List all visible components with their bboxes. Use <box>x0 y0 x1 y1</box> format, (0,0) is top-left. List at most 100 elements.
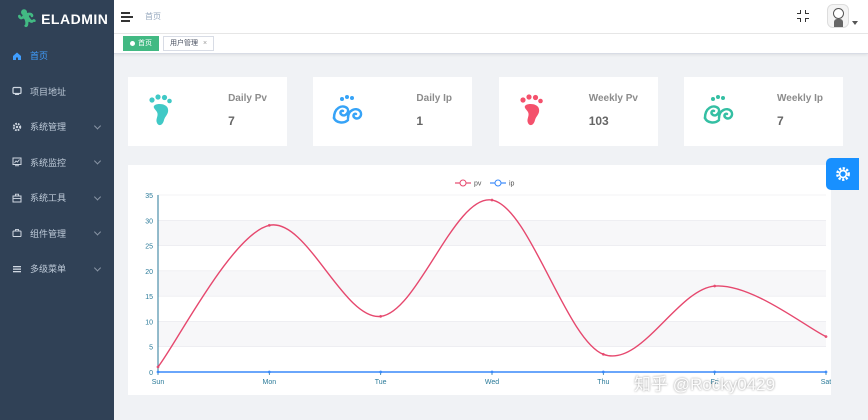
data-point-ip <box>156 370 160 374</box>
tag-label: 用户管理 <box>170 40 198 47</box>
data-point-pv <box>267 223 271 227</box>
data-point-ip <box>267 370 271 374</box>
navbar: 首页 <box>114 0 868 33</box>
data-point-ip <box>490 370 494 374</box>
tag-home[interactable]: 首页 <box>123 36 159 51</box>
navbar-right <box>797 4 858 28</box>
y-tick-label: 20 <box>145 269 153 276</box>
sidebar-item-label: 首页 <box>30 51 49 62</box>
panel-text: Weekly Pv 103 <box>589 93 638 128</box>
line-chart-panel: 0 5 10 15 20 25 30 35 Sun Mon Tue Wed Thu Fri Sat pv ip <box>128 165 831 395</box>
breadcrumb[interactable]: 首页 <box>145 12 161 21</box>
grid-band <box>158 220 826 246</box>
logo-icon: 🏃︎ <box>16 9 39 28</box>
home-icon <box>12 51 22 61</box>
watermark: 知乎 @Rocky0429 <box>634 375 776 394</box>
bottom-strip <box>114 400 868 420</box>
x-tick-label: Wed <box>485 379 499 386</box>
sidebar-item-system-monitor[interactable]: 系统监控 <box>0 145 114 181</box>
footprint-icon <box>145 92 181 130</box>
y-tick-label: 30 <box>145 218 153 225</box>
grid-band <box>158 270 826 297</box>
gear-icon <box>835 167 850 181</box>
y-tick-label: 0 <box>149 370 153 377</box>
chevron-down-icon <box>93 228 102 236</box>
x-tick-label: Tue <box>375 379 387 386</box>
chevron-down-icon <box>93 193 102 201</box>
avatar[interactable] <box>827 4 849 28</box>
sidebar-item-system-admin[interactable]: 系统管理 <box>0 109 114 145</box>
y-tick-label: 35 <box>145 193 153 200</box>
chart-screen-icon <box>12 157 22 167</box>
data-point-ip <box>713 370 717 374</box>
panel-value: 103 <box>588 114 609 128</box>
sidebar-item-label: 多级菜单 <box>30 264 67 275</box>
sidebar-item-home[interactable]: 首页 <box>0 38 114 74</box>
chevron-down-icon <box>93 157 102 165</box>
sidebar-item-multilevel-menu[interactable]: 多级菜单 <box>0 251 114 287</box>
sidebar-item-label: 系统监控 <box>30 157 67 168</box>
panel-daily-pv[interactable]: Daily Pv 7 <box>128 77 287 146</box>
y-tick-label: 15 <box>145 294 153 301</box>
x-tick-label: Thu <box>597 379 609 386</box>
sidebar-item-system-tools[interactable]: 系统工具 <box>0 180 114 216</box>
toolbox-icon <box>12 193 22 203</box>
logo[interactable]: 🏃︎ ELADMIN <box>0 0 114 38</box>
legend-label-pv: pv <box>474 181 482 188</box>
monitor-icon <box>12 86 22 96</box>
panel-text: Daily Ip 1 <box>416 93 452 128</box>
y-tick-label: 10 <box>145 319 153 326</box>
data-point-pv <box>379 314 383 318</box>
tag-user-management[interactable]: 用户管理 × <box>163 36 215 51</box>
sidebar-item-label: 系统工具 <box>30 193 67 204</box>
sidebar-item-label: 组件管理 <box>30 228 67 239</box>
caret-down-icon[interactable] <box>852 21 858 25</box>
data-point-pv <box>601 352 605 356</box>
panel-text: Daily Pv 7 <box>228 93 267 128</box>
main-area: 首页 首页 用户管理 × <box>114 0 868 420</box>
briefcase-icon <box>12 228 22 238</box>
list-icon <box>12 264 22 274</box>
data-point-pv <box>156 365 160 369</box>
x-tick-label: Mon <box>263 379 277 386</box>
tag-label: 首页 <box>138 40 152 47</box>
data-point-ip <box>824 370 828 374</box>
x-tick-label: Fri <box>711 379 720 386</box>
sidebar: 🏃︎ ELADMIN 首页 项目地址 系统管理 系统监控 <box>0 0 114 420</box>
x-tick-label: Sun <box>152 379 165 386</box>
sidebar-item-components[interactable]: 组件管理 <box>0 216 114 252</box>
hamburger-icon[interactable] <box>121 11 133 22</box>
sidebar-item-label: 项目地址 <box>30 86 67 97</box>
panel-title: Daily Pv <box>228 93 267 104</box>
footprint-curl-icon <box>701 92 737 130</box>
sidebar-item-project[interactable]: 项目地址 <box>0 74 114 110</box>
legend-label-ip: ip <box>509 181 515 188</box>
logo-text: ELADMIN <box>41 11 109 27</box>
x-tick-label: Sat <box>821 379 831 386</box>
panel-title: Weekly Pv <box>588 93 638 104</box>
legend-marker-pv <box>459 179 467 187</box>
gear-icon <box>12 122 22 132</box>
legend-marker-ip <box>494 179 502 187</box>
footprint-icon <box>516 92 552 130</box>
panel-text: Weekly Ip 7 <box>777 93 823 128</box>
panel-weekly-ip[interactable]: Weekly Ip 7 <box>684 77 843 146</box>
close-icon[interactable]: × <box>203 40 208 47</box>
panel-daily-ip[interactable]: Daily Ip 1 <box>313 77 472 146</box>
grid-band <box>158 321 826 347</box>
panel-title: Weekly Ip <box>777 93 823 104</box>
data-point-ip <box>601 370 605 374</box>
data-point-pv <box>824 335 828 339</box>
footprint-curl-icon <box>330 92 366 130</box>
fullscreen-icon[interactable] <box>797 10 809 22</box>
panel-value: 7 <box>228 114 235 128</box>
panel-weekly-pv[interactable]: Weekly Pv 103 <box>499 77 658 146</box>
chevron-down-icon <box>93 264 102 272</box>
y-tick-label: 25 <box>145 244 153 251</box>
data-point-ip <box>379 370 383 374</box>
sidebar-item-label: 系统管理 <box>30 122 67 133</box>
panel-title: Daily Ip <box>416 93 452 104</box>
settings-button[interactable] <box>826 158 859 190</box>
chevron-down-icon <box>93 122 102 130</box>
